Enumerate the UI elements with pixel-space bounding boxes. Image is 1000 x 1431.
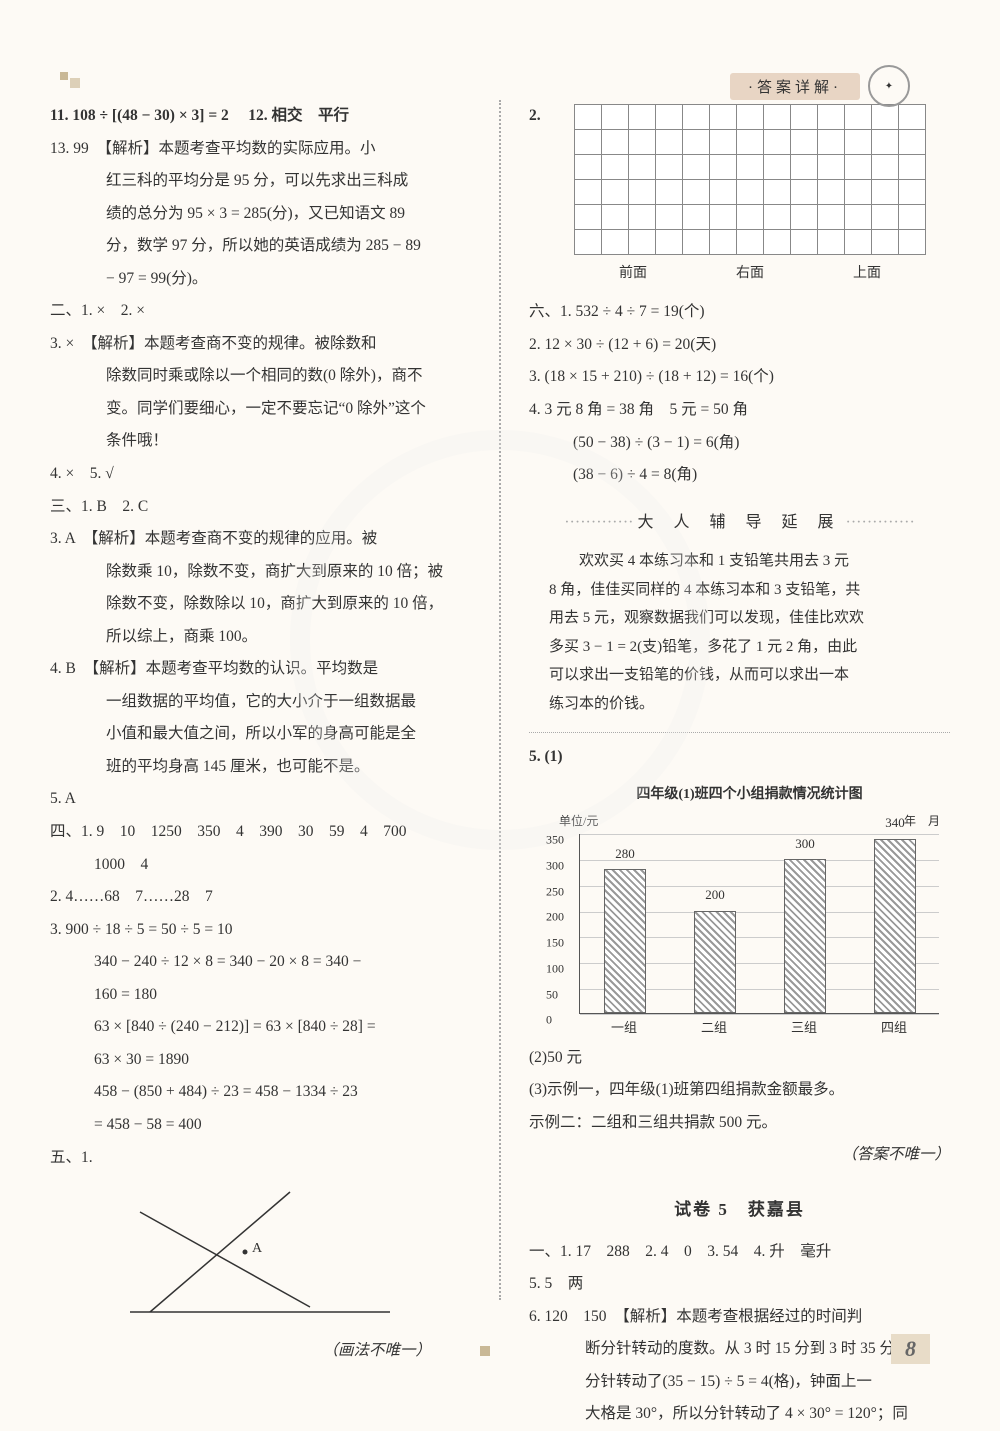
- decor-square-bottom: [480, 1346, 490, 1356]
- fudao-l3: 用去 5 元，观察数据我们可以发现，佳佳比欢欢: [549, 604, 942, 633]
- q5-l2: (2)50 元: [529, 1042, 950, 1075]
- sec4-l3g: = 458 − 58 = 400: [50, 1109, 471, 1142]
- fudao-l6: 练习本的价钱。: [549, 690, 942, 719]
- header-title: ·答案详解·: [730, 73, 860, 100]
- sec3-5: 5. A: [50, 783, 471, 816]
- q13-line1: 13. 99 【解析】本题考查平均数的实际应用。小: [50, 133, 471, 166]
- sec3-line1: 三、1. B 2. C: [50, 491, 471, 524]
- sec4-l3d: 63 × [840 ÷ (240 − 212)] = 63 × [840 ÷ 2…: [50, 1011, 471, 1044]
- column-divider: [499, 100, 501, 1300]
- sec6-l2: 2. 12 × 30 ÷ (12 + 6) = 20(天): [529, 329, 950, 362]
- q5-l4: 示例二：二组和三组共捐款 500 元。: [529, 1107, 950, 1140]
- fudao-l1: 欢欢买 4 本练习本和 1 支铅笔共用去 3 元: [549, 547, 942, 576]
- grid-lbl-top: 上面: [853, 259, 881, 288]
- grid-question: 2. 前面 右面 上面: [529, 100, 950, 288]
- sec6-l3: 3. (18 × 15 + 210) ÷ (18 + 12) = 16(个): [529, 361, 950, 394]
- sec3-3-l4: 所以综上，商乘 100。: [50, 621, 471, 654]
- page-number: 8: [891, 1334, 930, 1364]
- fudao-body: 欢欢买 4 本练习本和 1 支铅笔共用去 3 元 8 角，佳佳买同样的 4 本练…: [529, 547, 950, 726]
- decor-square: [70, 78, 80, 88]
- sec3-4-head: 4. B 【解析】本题考查平均数的认识。平均数是: [50, 653, 471, 686]
- q11: 11. 108 ÷ [(48 − 30) × 3] = 2: [50, 107, 229, 124]
- sec2-3-l2: 除数同时乘或除以一个相同的数(0 除外)，商不: [50, 360, 471, 393]
- sec4-l3a: 3. 900 ÷ 18 ÷ 5 = 50 ÷ 5 = 10: [50, 914, 471, 947]
- sec6-l4a: 4. 3 元 8 角 = 38 角 5 元 = 50 角: [529, 394, 950, 427]
- bar-chart: 四年级(1)班四个小组捐款情况统计图 单位/元 年 月 050100150200…: [549, 780, 950, 1042]
- sec4-l1b: 1000 4: [50, 849, 471, 882]
- right-column: 2. 前面 右面 上面 六、1. 532 ÷ 4 ÷ 7 = 19(个) 2. …: [521, 100, 950, 1431]
- chart-unit: 单位/元: [559, 809, 598, 834]
- tutor-extension: 大 人 辅 导 延 展 欢欢买 4 本练习本和 1 支铅笔共用去 3 元 8 角…: [529, 506, 950, 734]
- sec4-l3f: 458 − (850 + 484) ÷ 23 = 458 − 1334 ÷ 23: [50, 1076, 471, 1109]
- line-diagram: A: [110, 1182, 471, 1335]
- sec5-l1: 五、1.: [50, 1142, 471, 1175]
- sec3-3-l2: 除数乘 10，除数不变，商扩大到原来的 10 倍；被: [50, 556, 471, 589]
- sec4-l2: 2. 4……68 7……28 7: [50, 881, 471, 914]
- sec3-4-l2: 一组数据的平均值，它的大小介于一组数据最: [50, 686, 471, 719]
- sec3-3-l3: 除数不变，除数除以 10，商扩大到原来的 10 倍，: [50, 588, 471, 621]
- chart-plot-area: 050100150200250300350280200300340: [579, 834, 939, 1014]
- geometry-svg: A: [110, 1182, 410, 1322]
- chart-xlabels: 一组二组三组四组: [579, 1014, 939, 1041]
- answer-grid: 前面 右面 上面: [575, 105, 926, 288]
- svg-text:A: A: [252, 1241, 263, 1256]
- sec6-l4c: (38 − 6) ÷ 4 = 8(角): [529, 459, 950, 492]
- grid-q-label: 2.: [529, 107, 541, 124]
- logo-icon: ✦: [868, 65, 910, 107]
- fudao-title: 大 人 辅 导 延 展: [529, 506, 950, 540]
- t5-s1-6d: 大格是 30°，所以分针转动了 4 × 30° = 120°；同: [529, 1398, 950, 1431]
- t5-s1-l1: 一、1. 17 288 2. 4 0 3. 54 4. 升 毫升: [529, 1236, 950, 1269]
- t5-s1-6c: 分针转动了(35 − 15) ÷ 5 = 4(格)，钟面上一: [529, 1366, 950, 1399]
- sec2-3-l3: 变。同学们要细心，一定不要忘记“0 除外”这个: [50, 393, 471, 426]
- decor-square: [60, 72, 68, 80]
- fudao-l4: 多买 3 − 1 = 2(支)铅笔，多花了 1 元 2 角，由此: [549, 633, 942, 662]
- t5-s1-6a: 6. 120 150 【解析】本题考查根据经过的时间判: [529, 1301, 950, 1334]
- sec2-45: 4. × 5. √: [50, 458, 471, 491]
- left-column: 11. 108 ÷ [(48 − 30) × 3] = 2 12. 相交 平行 …: [50, 100, 479, 1431]
- t5-s1-6b: 断分针转动的度数。从 3 时 15 分到 3 时 35 分，: [529, 1333, 950, 1366]
- sec5-note: （画法不唯一）: [50, 1335, 471, 1368]
- grid-labels: 前面 右面 上面: [575, 259, 926, 288]
- sec4-l3c: 160 = 180: [50, 979, 471, 1012]
- sec6-l4b: (50 − 38) ÷ (3 − 1) = 6(角): [529, 427, 950, 460]
- page-header: ·答案详解· ✦: [730, 65, 910, 107]
- sec2-3-l4: 条件哦！: [50, 425, 471, 458]
- sec6-l1: 六、1. 532 ÷ 4 ÷ 7 = 19(个): [529, 296, 950, 329]
- q5-row: 5. (1) 四年级(1)班四个小组捐款情况统计图 单位/元 年 月 05010…: [529, 741, 950, 1041]
- sec2-3-head: 3. × 【解析】本题考查商不变的规律。被除数和: [50, 328, 471, 361]
- q13-line4: 分，数学 97 分，所以她的英语成绩为 285 − 89: [50, 230, 471, 263]
- q13-line5: − 97 = 99(分)。: [50, 263, 471, 296]
- fudao-l5: 可以求出一支铅笔的价钱，从而可以求出一本: [549, 661, 942, 690]
- sec4-l3e: 63 × 30 = 1890: [50, 1044, 471, 1077]
- q13-line3: 绩的总分为 95 × 3 = 285(分)，又已知语文 89: [50, 198, 471, 231]
- sec4-l3b: 340 − 240 ÷ 12 × 8 = 340 − 20 × 8 = 340 …: [50, 946, 471, 979]
- sec3-4-l3: 小值和最大值之间，所以小军的身高可能是全: [50, 718, 471, 751]
- chart-title: 四年级(1)班四个小组捐款情况统计图: [549, 780, 950, 809]
- q12: 12. 相交 平行: [248, 107, 349, 124]
- sec4-l1: 四、1. 9 10 1250 350 4 390 30 59 4 700: [50, 816, 471, 849]
- q5-label: 5. (1): [529, 748, 563, 765]
- sec3-3-head: 3. A 【解析】本题考查商不变的规律的应用。被: [50, 523, 471, 556]
- sec3-4-l4: 班的平均身高 145 厘米，也可能不是。: [50, 751, 471, 784]
- answer-line: 11. 108 ÷ [(48 − 30) × 3] = 2 12. 相交 平行: [50, 100, 471, 133]
- fudao-l2: 8 角，佳佳买同样的 4 本练习本和 3 支铅笔，共: [549, 576, 942, 605]
- sec2-line1: 二、1. × 2. ×: [50, 295, 471, 328]
- grid-lbl-front: 前面: [619, 259, 647, 288]
- test5-title: 试卷 5 获嘉县: [529, 1192, 950, 1228]
- q5-l3: (3)示例一，四年级(1)班第四组捐款金额最多。: [529, 1074, 950, 1107]
- grid-lbl-right: 右面: [736, 259, 764, 288]
- q13-line2: 红三科的平均分是 95 分，可以先求出三科成: [50, 165, 471, 198]
- t5-s1-l2: 5. 5 两: [529, 1268, 950, 1301]
- content-columns: 11. 108 ÷ [(48 − 30) × 3] = 2 12. 相交 平行 …: [50, 100, 950, 1431]
- q5-note: （答案不唯一）: [529, 1139, 950, 1172]
